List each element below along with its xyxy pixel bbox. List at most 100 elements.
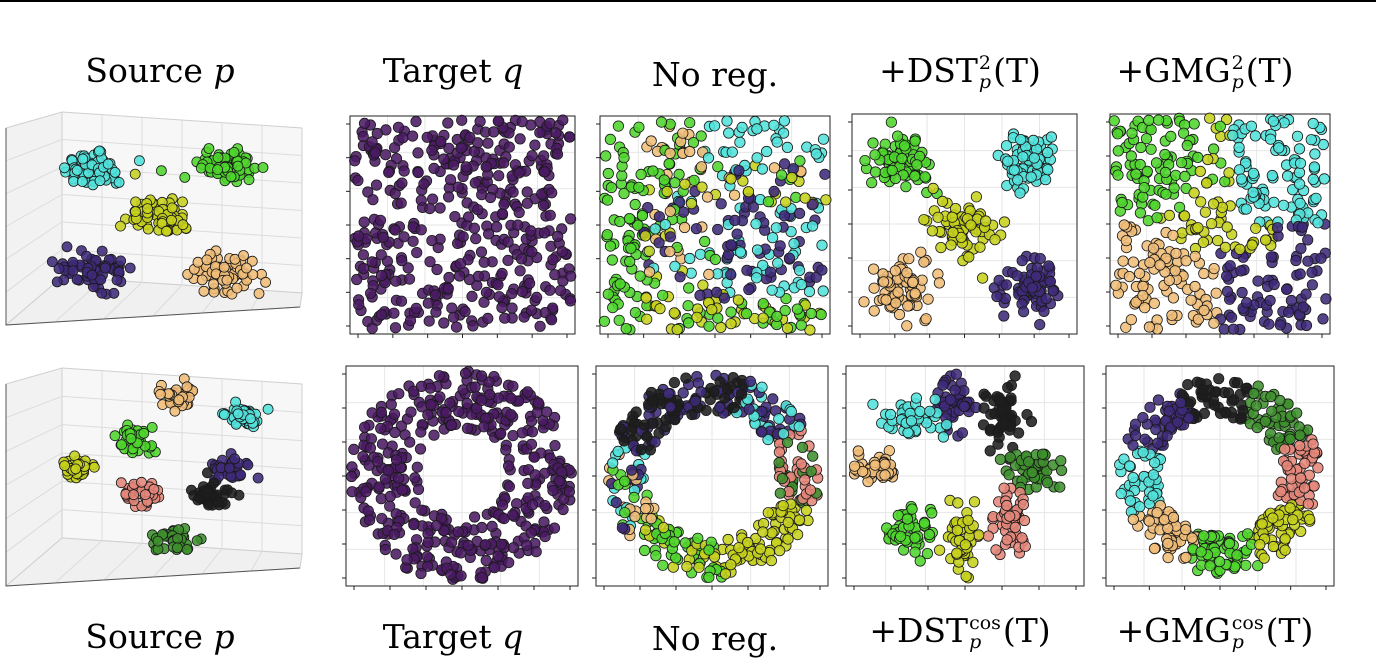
target-point bbox=[422, 536, 434, 548]
target-point bbox=[375, 249, 387, 261]
target-point bbox=[503, 460, 515, 472]
target-point bbox=[430, 306, 442, 318]
dst-point-orange bbox=[918, 256, 930, 268]
source-row2-point-green bbox=[116, 439, 127, 450]
dst-point-cyan bbox=[1015, 134, 1027, 146]
noreg-point-cyan bbox=[751, 152, 763, 164]
noreg-point-yellow bbox=[697, 279, 709, 291]
gmg-point-green bbox=[1112, 145, 1124, 157]
target-point bbox=[479, 539, 491, 551]
noreg-point-purple bbox=[690, 223, 703, 235]
gmg-point-yellow bbox=[1221, 221, 1233, 233]
gmg-point-darkgreen bbox=[1251, 421, 1263, 434]
noreg-point-purple bbox=[778, 210, 790, 222]
dst-point-cyan bbox=[924, 405, 936, 417]
gmg-point-cyan bbox=[1123, 460, 1136, 472]
target-point bbox=[433, 370, 446, 382]
dst-point-orange bbox=[868, 263, 880, 275]
gmg-point-purple bbox=[1221, 285, 1234, 298]
noreg-point-yellow bbox=[706, 304, 718, 316]
target-point bbox=[396, 255, 408, 267]
noreg-point-purple bbox=[733, 164, 745, 177]
title-gmg-row1: +GMG 2 p (T) bbox=[1116, 51, 1294, 93]
gmg-point-salmon bbox=[1308, 480, 1320, 492]
gmg-point-green bbox=[1159, 148, 1171, 161]
gmg-point-darkgreen bbox=[1259, 415, 1271, 427]
noreg-point-purple bbox=[816, 264, 828, 276]
gmg-point-yellow bbox=[1207, 198, 1220, 210]
target-point bbox=[565, 213, 577, 225]
target-point bbox=[544, 284, 556, 296]
target-point bbox=[463, 211, 475, 223]
source-row1-point-purple bbox=[86, 269, 98, 281]
gmg-point-purple bbox=[1235, 265, 1247, 277]
noreg-point-purple bbox=[731, 228, 743, 240]
title-source-row2: Source p bbox=[85, 617, 235, 656]
noreg-point-cyan bbox=[810, 148, 822, 160]
noreg-point-cyan bbox=[762, 434, 774, 446]
gmg-point-purple bbox=[1161, 430, 1173, 442]
target-point bbox=[532, 397, 544, 409]
noreg-point-cyan bbox=[793, 420, 805, 433]
gmg-point-purple bbox=[1302, 255, 1314, 267]
gmg-point-purple bbox=[1302, 234, 1314, 246]
target-point bbox=[379, 543, 392, 556]
dst-point-yellow bbox=[974, 241, 986, 253]
dst-point-orange bbox=[868, 282, 880, 294]
noreg-point-green bbox=[779, 305, 791, 317]
target-point bbox=[455, 547, 467, 559]
target-point bbox=[492, 279, 504, 291]
target-point bbox=[521, 186, 533, 198]
source-row1-point-purple bbox=[71, 274, 83, 285]
noreg-point-cyan bbox=[816, 239, 828, 251]
gmg-point-purple bbox=[1129, 429, 1142, 442]
gmg-point-orange bbox=[1130, 296, 1142, 308]
noreg-point-purple bbox=[664, 231, 677, 243]
dst-point-green bbox=[886, 164, 898, 177]
gmg-point-yellow bbox=[1267, 512, 1279, 524]
gmg-point-yellow bbox=[1204, 112, 1216, 124]
gmg-point-purple bbox=[1295, 242, 1307, 255]
noreg-point-orange bbox=[679, 221, 691, 234]
noreg-point-purple bbox=[729, 214, 741, 227]
target-point bbox=[449, 211, 461, 223]
noreg-point-green bbox=[657, 559, 669, 571]
noreg-point-cyan bbox=[751, 244, 764, 256]
dst-point-salmon bbox=[1018, 514, 1031, 527]
gmg-point-purple bbox=[1236, 286, 1248, 299]
target-point bbox=[529, 469, 541, 481]
target-point bbox=[392, 121, 405, 133]
noreg-point-green bbox=[725, 306, 737, 318]
target-point bbox=[440, 406, 452, 419]
noreg-point-purple bbox=[714, 401, 726, 414]
source-row1-point-orange bbox=[253, 288, 265, 299]
gmg-point-orange bbox=[1167, 229, 1179, 241]
dst-point-cyan bbox=[1012, 174, 1024, 186]
target-point bbox=[353, 230, 365, 242]
noreg-point-cyan bbox=[694, 248, 707, 260]
noreg-point-yellow bbox=[693, 561, 705, 573]
target-point bbox=[461, 422, 474, 435]
dst-point-orange bbox=[858, 296, 870, 308]
gmg-point-green bbox=[1140, 133, 1153, 145]
gmg-point-cyan bbox=[1293, 166, 1306, 179]
gmg-point-orange bbox=[1208, 263, 1220, 275]
noreg-point-cyan bbox=[734, 136, 746, 148]
target-point bbox=[514, 133, 526, 145]
target-point bbox=[414, 443, 427, 455]
source-row2-point-yellow bbox=[70, 463, 82, 475]
dst-point-purple bbox=[1034, 253, 1046, 265]
dst-point-green bbox=[906, 503, 918, 515]
gmg-point-purple bbox=[1315, 252, 1327, 264]
dst-point-purple bbox=[1026, 282, 1038, 294]
dst-point-yellow bbox=[945, 239, 957, 251]
dst-point-yellow bbox=[967, 556, 979, 568]
noreg-point-yellow bbox=[800, 504, 812, 516]
gmg-point-yellow bbox=[1199, 206, 1212, 218]
noreg-point-cyan bbox=[721, 115, 733, 127]
target-point bbox=[554, 285, 567, 297]
gmg-point-green bbox=[1159, 166, 1172, 179]
noreg-point-black bbox=[618, 435, 630, 447]
gmg-point-yellow bbox=[1197, 236, 1210, 248]
noreg-point-yellow bbox=[804, 324, 816, 336]
